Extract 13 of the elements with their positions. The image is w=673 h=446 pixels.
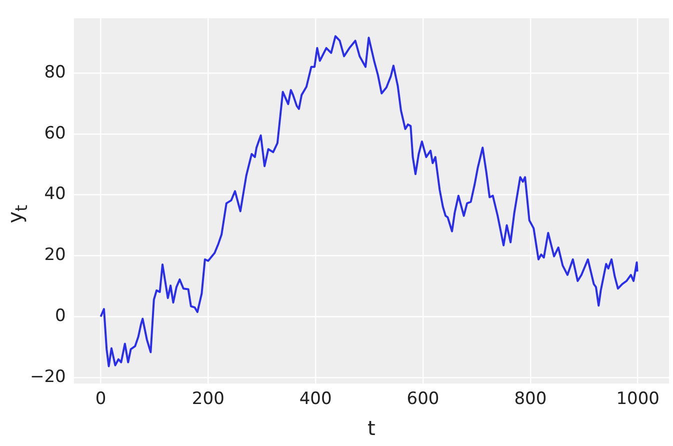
y-tick-label: 60 xyxy=(44,123,66,144)
y-tick-label: 80 xyxy=(44,62,66,82)
y-tick-label: 40 xyxy=(44,184,66,204)
x-tick-label: 0 xyxy=(95,389,106,410)
x-axis-title: t xyxy=(368,416,376,440)
x-tick-label: 1000 xyxy=(616,389,660,410)
x-tick-label: 400 xyxy=(299,389,332,410)
x-tick-label: 800 xyxy=(514,389,547,410)
y-tick-label: −20 xyxy=(30,366,66,387)
y-tick-label: 20 xyxy=(44,245,66,266)
x-tick-label: 200 xyxy=(192,389,224,410)
y-tick-label: 0 xyxy=(55,306,66,326)
x-tick-label: 600 xyxy=(406,389,440,410)
